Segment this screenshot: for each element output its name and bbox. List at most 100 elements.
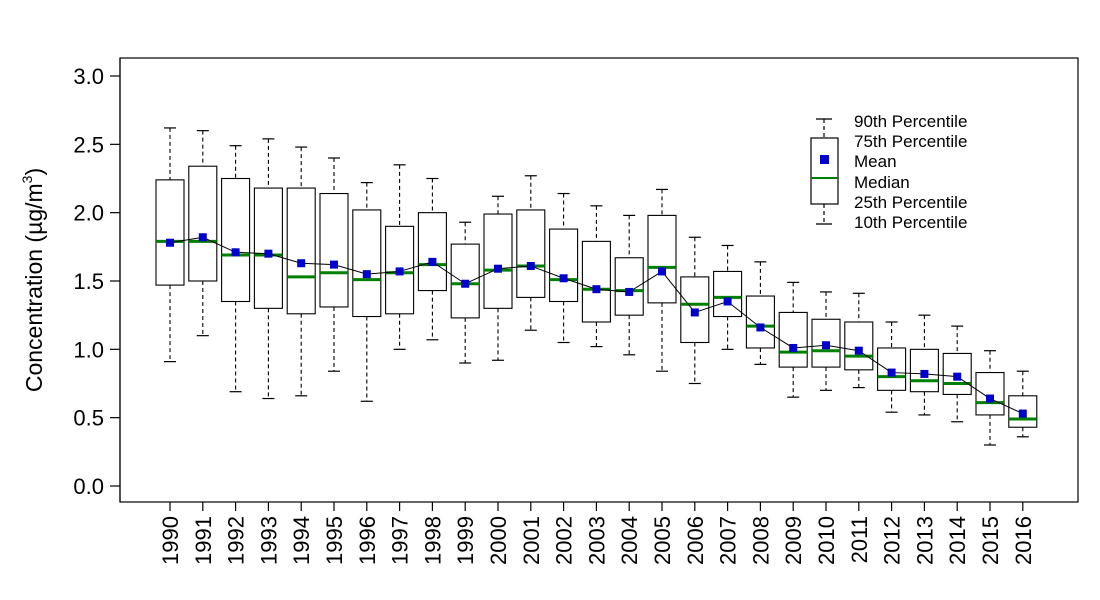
box-1994 <box>286 146 316 397</box>
mean-marker <box>625 287 634 296</box>
mean-marker <box>559 274 568 283</box>
mean-marker <box>166 238 174 247</box>
box-2009 <box>778 281 808 398</box>
box-iqr <box>221 177 251 303</box>
legend-entry-75th: 75th Percentile <box>854 132 967 151</box>
x-tick-label: 1991 <box>191 516 216 565</box>
legend-entry-median: Median <box>854 173 910 192</box>
x-tick-label: 1990 <box>158 516 183 565</box>
box-iqr <box>647 214 677 304</box>
box-iqr <box>877 347 907 391</box>
x-tick-label: 2014 <box>945 516 970 565</box>
box-iqr <box>483 213 513 309</box>
box-iqr <box>450 243 480 319</box>
y-axis-ticks: 0.0 0.5 1.0 1.5 2.0 2.5 3.0 <box>73 64 120 499</box>
legend-box-icon <box>810 137 839 205</box>
y-tick-label: 1.5 <box>73 269 104 294</box>
box-iqr <box>713 270 743 318</box>
y-axis-label-mu: µ <box>21 222 47 235</box>
x-tick-label: 2012 <box>880 516 905 565</box>
x-axis-ticks: 1990 1991 1992 1993 1994 1995 1996 1997 1998 1999… <box>158 502 1036 565</box>
mean-marker <box>953 372 962 381</box>
y-tick-label: 0.5 <box>73 406 104 431</box>
mean-marker <box>264 249 273 258</box>
box-iqr <box>975 372 1005 416</box>
box-2001 <box>516 175 546 331</box>
mean-marker <box>822 341 830 350</box>
mean-marker <box>297 259 306 268</box>
mean-marker <box>494 264 502 273</box>
x-tick-label: 1997 <box>388 516 413 565</box>
x-tick-label: 2009 <box>781 516 806 565</box>
box-2003 <box>581 205 611 348</box>
mean-marker <box>362 270 371 279</box>
mean-marker <box>198 233 207 242</box>
mean-marker <box>723 297 732 306</box>
box-iqr <box>680 276 710 344</box>
box-2002 <box>549 192 579 344</box>
y-axis-label: Concentration (µg/m3) <box>19 168 47 392</box>
box-2011 <box>844 292 874 389</box>
y-axis-label-suffix: ) <box>21 168 47 176</box>
box-1993 <box>253 138 283 400</box>
box-iqr <box>942 352 972 395</box>
box-iqr <box>417 212 447 292</box>
box-2010 <box>811 291 841 391</box>
box-iqr <box>516 209 546 298</box>
mean-marker <box>592 285 601 294</box>
mean-marker <box>428 257 437 266</box>
mean-marker <box>461 279 470 288</box>
box-iqr <box>155 179 185 286</box>
x-tick-label: 1998 <box>420 516 445 565</box>
y-tick-label: 2.5 <box>73 132 104 157</box>
box-iqr <box>614 257 644 316</box>
box-2005 <box>647 188 677 372</box>
mean-marker <box>920 369 929 378</box>
x-tick-label: 2002 <box>552 516 577 565</box>
mean-marker <box>330 260 338 269</box>
x-tick-label: 2015 <box>978 516 1003 565</box>
legend-mean-marker <box>820 155 829 164</box>
box-iqr <box>1008 395 1038 428</box>
mean-marker <box>395 267 404 276</box>
box-1995 <box>319 157 349 372</box>
box-1997 <box>385 164 415 350</box>
box-1992 <box>221 145 251 393</box>
legend: 90th Percentile 75th Percentile Mean Med… <box>810 112 967 232</box>
mean-marker <box>789 343 798 352</box>
legend-entry-10th: 10th Percentile <box>854 213 967 232</box>
box-2004 <box>614 214 644 356</box>
x-tick-label: 2003 <box>584 516 609 565</box>
x-tick-label: 2011 <box>847 516 872 563</box>
box-iqr <box>253 187 283 309</box>
x-tick-label: 1992 <box>224 516 249 565</box>
legend-entry-25th: 25th Percentile <box>854 193 967 212</box>
box-2013 <box>909 314 939 416</box>
x-tick-label: 2010 <box>814 516 839 565</box>
mean-connector-layer <box>166 233 1027 418</box>
box-1991 <box>188 130 218 337</box>
box-iqr <box>581 240 611 323</box>
mean-marker <box>854 346 863 355</box>
box-iqr <box>549 228 579 303</box>
mean-marker <box>231 248 240 257</box>
box-1990 <box>155 127 185 363</box>
box-2000 <box>483 195 513 361</box>
box-2008 <box>745 261 775 365</box>
mean-marker <box>887 368 896 377</box>
box-2014 <box>942 325 972 423</box>
box-iqr <box>844 321 874 371</box>
box-iqr <box>352 209 382 318</box>
mean-marker <box>658 267 666 276</box>
mean-marker <box>526 261 535 270</box>
x-tick-label: 2000 <box>486 516 511 565</box>
x-tick-label: 1994 <box>289 516 314 565</box>
box-iqr <box>385 225 415 315</box>
box-1996 <box>352 182 382 402</box>
x-tick-label: 2007 <box>716 516 741 565</box>
box-2006 <box>680 236 710 385</box>
box-iqr <box>319 192 349 308</box>
box-iqr <box>909 348 939 393</box>
box-2012 <box>877 321 907 413</box>
